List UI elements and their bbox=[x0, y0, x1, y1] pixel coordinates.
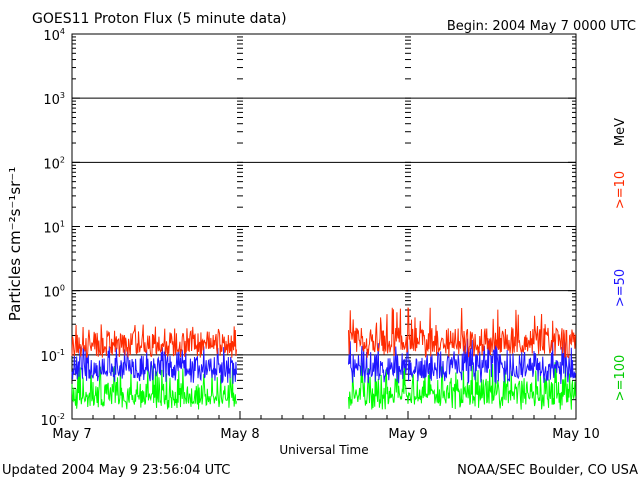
begin-date: Begin: 2004 May 7 0000 UTC bbox=[447, 19, 636, 34]
day-boundary-ticks bbox=[237, 33, 411, 420]
x-tick-label: May 10 bbox=[552, 427, 600, 442]
x-tick-label: May 8 bbox=[220, 427, 259, 442]
x-tick-label: May 9 bbox=[388, 427, 427, 442]
series-ge50-line bbox=[71, 345, 237, 384]
series-ge10-line bbox=[348, 307, 576, 359]
series-ge100-line bbox=[71, 364, 237, 410]
reference-lines bbox=[72, 97, 576, 356]
updated-timestamp: Updated 2004 May 9 23:56:04 UTC bbox=[2, 463, 230, 478]
credit-text: NOAA/SEC Boulder, CO USA bbox=[457, 463, 638, 478]
legend-ge100: >=100 bbox=[613, 355, 628, 402]
y-tick-label: 104 bbox=[43, 27, 65, 44]
x-axis-label: Universal Time bbox=[279, 443, 368, 457]
y-tick-label: 10-2 bbox=[40, 412, 65, 429]
legend-ge10: >=10 bbox=[613, 171, 628, 209]
series-ge50-line bbox=[348, 338, 576, 385]
legend-unit: MeV bbox=[613, 118, 628, 146]
y-tick-label: 100 bbox=[43, 284, 65, 301]
series-group bbox=[71, 307, 576, 410]
x-axis: May 7 May 8 May 9 May 10 bbox=[52, 411, 600, 442]
series-ge10-line bbox=[71, 324, 237, 358]
y-axis-label: Particles cm⁻²s⁻¹sr⁻¹ bbox=[6, 167, 24, 321]
y-tick-label: 102 bbox=[43, 155, 65, 172]
legend-ge50: >=50 bbox=[613, 269, 628, 307]
y-tick-label: 101 bbox=[43, 220, 65, 237]
x-tick-label: May 7 bbox=[52, 427, 91, 442]
y-tick-label: 10-1 bbox=[40, 348, 65, 365]
chart-title: GOES11 Proton Flux (5 minute data) bbox=[32, 11, 287, 27]
y-tick-label: 103 bbox=[43, 91, 65, 108]
